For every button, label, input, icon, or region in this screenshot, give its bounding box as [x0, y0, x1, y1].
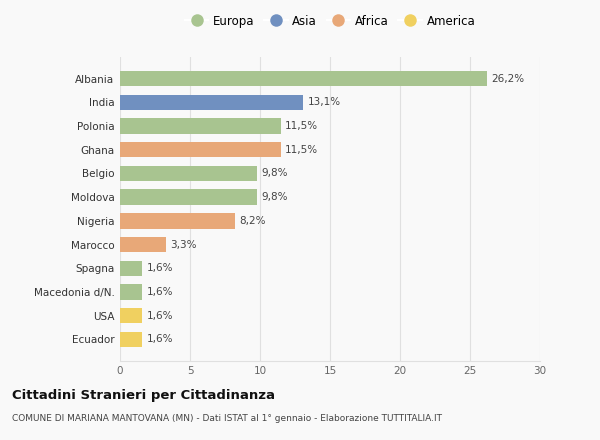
Bar: [120, 260, 142, 276]
Text: 8,2%: 8,2%: [239, 216, 265, 226]
Text: 26,2%: 26,2%: [491, 73, 524, 84]
Bar: [120, 213, 235, 228]
Text: 1,6%: 1,6%: [146, 263, 173, 273]
Text: 1,6%: 1,6%: [146, 287, 173, 297]
Text: 13,1%: 13,1%: [308, 97, 341, 107]
Text: 1,6%: 1,6%: [146, 311, 173, 321]
Bar: [120, 308, 142, 323]
Text: 1,6%: 1,6%: [146, 334, 173, 345]
Bar: [120, 95, 304, 110]
Bar: [120, 284, 142, 300]
Text: 9,8%: 9,8%: [262, 169, 288, 179]
Bar: [120, 237, 166, 252]
Bar: [120, 71, 487, 86]
Text: 9,8%: 9,8%: [262, 192, 288, 202]
Text: Cittadini Stranieri per Cittadinanza: Cittadini Stranieri per Cittadinanza: [12, 389, 275, 403]
Legend: Europa, Asia, Africa, America: Europa, Asia, Africa, America: [185, 15, 475, 28]
Text: 11,5%: 11,5%: [285, 121, 319, 131]
Bar: [120, 166, 257, 181]
Bar: [120, 142, 281, 158]
Bar: [120, 190, 257, 205]
Bar: [120, 332, 142, 347]
Text: 11,5%: 11,5%: [285, 145, 319, 155]
Text: COMUNE DI MARIANA MANTOVANA (MN) - Dati ISTAT al 1° gennaio - Elaborazione TUTTI: COMUNE DI MARIANA MANTOVANA (MN) - Dati …: [12, 414, 442, 422]
Text: 3,3%: 3,3%: [170, 239, 197, 249]
Bar: [120, 118, 281, 134]
